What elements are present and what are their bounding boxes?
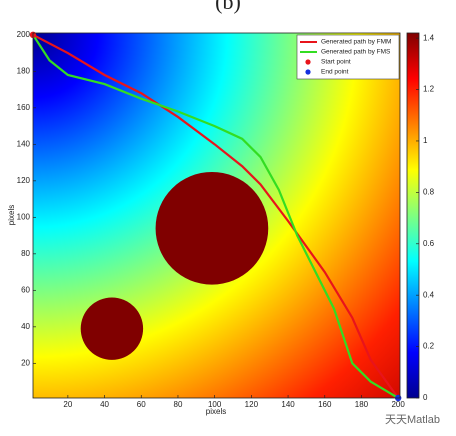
x-tick-label: 20 xyxy=(63,400,72,409)
legend-label: Generated path by FMS xyxy=(321,49,391,56)
y-tick-label: 20 xyxy=(21,358,30,367)
colorbar xyxy=(406,32,420,399)
obstacle xyxy=(80,297,144,360)
colorbar-tick-label: 1.4 xyxy=(423,33,435,42)
path-line xyxy=(32,34,399,399)
chart-title: (b) xyxy=(215,0,241,14)
x-tick-label: 140 xyxy=(281,400,295,409)
colorbar-tick-label: 0.2 xyxy=(423,342,435,351)
legend-marker xyxy=(305,69,311,75)
x-tick-label: 100 xyxy=(208,400,222,409)
colorbar-tick-label: 0.6 xyxy=(423,239,435,248)
y-tick-label: 180 xyxy=(17,66,31,75)
colorbar-tick-label: 1 xyxy=(423,136,428,145)
y-tick-label: 140 xyxy=(17,139,31,148)
x-axis-label: pixels xyxy=(206,407,226,416)
x-tick-label: 200 xyxy=(391,400,405,409)
colorbar-tick-label: 0 xyxy=(423,393,428,402)
colorbar-tick-label: 1.2 xyxy=(423,85,435,94)
x-tick-label: 180 xyxy=(355,400,369,409)
x-tick-label: 80 xyxy=(174,400,183,409)
obstacle xyxy=(155,171,269,285)
legend-label: End point xyxy=(321,69,349,76)
y-tick-label: 60 xyxy=(21,285,30,294)
legend-marker xyxy=(305,59,311,65)
x-tick-label: 160 xyxy=(318,400,332,409)
path-line xyxy=(32,33,400,399)
legend-label: Generated path by FMM xyxy=(321,39,391,46)
plot-frame xyxy=(32,32,401,399)
colorbar-tick-label: 0.8 xyxy=(423,187,435,196)
y-tick-label: 160 xyxy=(17,103,31,112)
y-tick-label: 40 xyxy=(21,322,30,331)
y-tick-label: 100 xyxy=(17,212,31,221)
legend-label: Start point xyxy=(321,59,351,66)
y-tick-label: 80 xyxy=(21,249,30,258)
y-axis-label: pixels xyxy=(7,205,16,225)
watermark: 天天Matlab xyxy=(385,414,440,426)
y-tick-label: 120 xyxy=(17,176,31,185)
y-tick-label: 200 xyxy=(17,30,31,39)
x-tick-label: 120 xyxy=(245,400,259,409)
colorbar-tick-label: 0.4 xyxy=(423,290,435,299)
x-tick-label: 60 xyxy=(137,400,146,409)
x-tick-label: 40 xyxy=(100,400,109,409)
